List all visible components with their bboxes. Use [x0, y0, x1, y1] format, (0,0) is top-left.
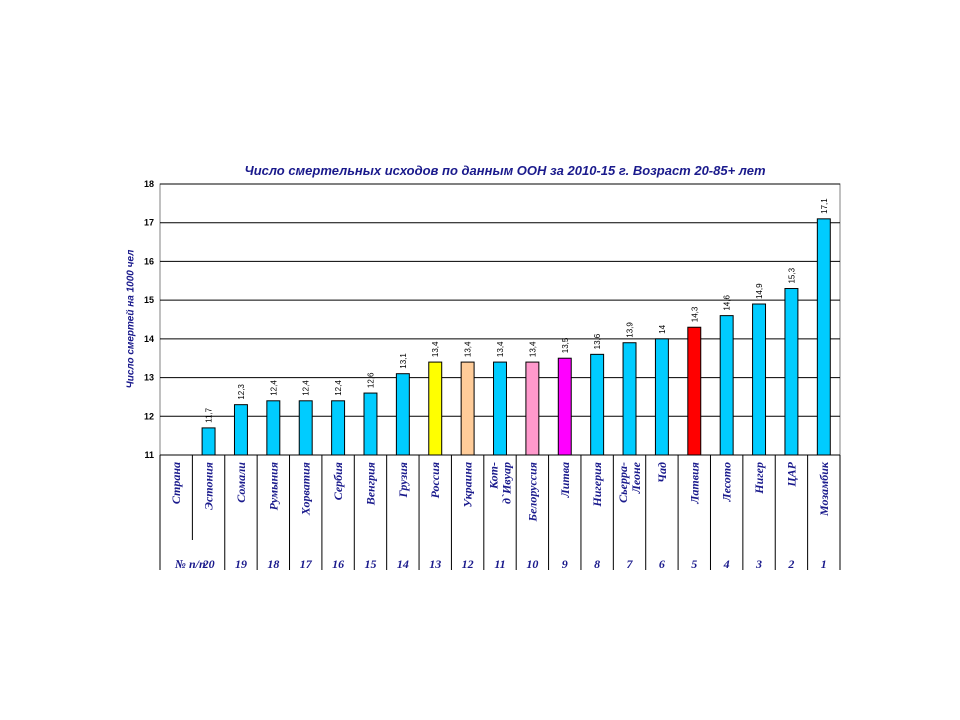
category-label: Украина — [461, 462, 475, 507]
data-label: 14,3 — [690, 306, 699, 322]
category-label: Мозамбик — [817, 461, 831, 517]
chart-title: Число смертельных исходов по данным ООН … — [244, 163, 766, 178]
bar — [816, 218, 831, 456]
data-label: 15,3 — [787, 267, 796, 283]
row-number: 11 — [494, 557, 505, 571]
bar — [298, 400, 313, 456]
bar — [622, 342, 637, 456]
row-number: 16 — [332, 557, 344, 571]
row-number: 14 — [397, 557, 409, 571]
bar — [266, 400, 281, 456]
category-label: Хорватия — [299, 462, 313, 516]
category-label: Грузия — [396, 462, 410, 498]
bar — [654, 338, 669, 456]
data-label: 13,4 — [496, 341, 505, 357]
bar — [201, 427, 216, 456]
data-label: 14,9 — [755, 283, 764, 299]
row-number: 8 — [594, 557, 600, 571]
category-label: Леоне — [629, 461, 643, 494]
table-header-country: Страна — [169, 462, 183, 504]
data-label: 13,6 — [593, 333, 602, 349]
data-label: 12,3 — [237, 384, 246, 400]
data-label: 13,1 — [399, 353, 408, 369]
category-label: Румыния — [266, 462, 280, 510]
row-number: 12 — [462, 557, 474, 571]
row-number: 1 — [821, 557, 827, 571]
data-label: 14 — [658, 324, 667, 333]
row-number: 5 — [691, 557, 697, 571]
bar — [752, 303, 767, 456]
category-label: Венгрия — [363, 462, 377, 506]
y-tick-label: 15 — [144, 295, 154, 305]
row-number: 3 — [755, 557, 762, 571]
category-label: Нигер — [752, 462, 766, 495]
bar — [233, 404, 248, 456]
bar — [493, 361, 507, 456]
bar — [428, 361, 443, 456]
category-label: Лесото — [720, 462, 734, 503]
row-number: 7 — [627, 557, 634, 571]
table-header-number: № п/п — [174, 557, 206, 571]
data-label: 13,4 — [528, 341, 537, 357]
data-label: 12,4 — [334, 380, 343, 396]
category-label: ЦАР — [784, 461, 798, 487]
bar — [557, 357, 572, 456]
category-label: Латвия — [687, 462, 701, 505]
row-number: 18 — [267, 557, 279, 571]
category-label: Чад — [655, 462, 669, 483]
row-number: 9 — [562, 557, 568, 571]
category-label: Кот- — [487, 462, 501, 490]
data-label: 12,6 — [366, 372, 375, 388]
data-label: 12,4 — [269, 380, 278, 396]
bars — [201, 218, 831, 456]
bar — [525, 361, 540, 456]
data-label: 12,4 — [302, 380, 311, 396]
bar — [784, 288, 799, 456]
data-label: 17,1 — [820, 198, 829, 214]
bar — [363, 392, 378, 456]
y-tick-label: 12 — [144, 411, 154, 421]
category-label: Белоруссия — [525, 462, 539, 522]
row-number: 19 — [235, 557, 247, 571]
bar — [687, 326, 702, 456]
y-tick-label: 11 — [144, 450, 154, 460]
y-tick-labels: 11 12 13 14 15 16 17 18 — [144, 179, 154, 460]
category-label: Эстония — [202, 462, 216, 510]
row-number: 6 — [659, 557, 665, 571]
category-label: Сербия — [331, 462, 345, 500]
y-tick-label: 18 — [144, 179, 154, 189]
row-number: 10 — [526, 557, 538, 571]
y-tick-label: 14 — [144, 334, 154, 344]
bar — [460, 361, 475, 456]
row-number: 13 — [429, 557, 441, 571]
category-label: Сьерра- — [616, 462, 630, 503]
data-label: 11,7 — [205, 407, 214, 423]
bar — [395, 373, 410, 456]
row-number: 15 — [364, 557, 376, 571]
row-number: 2 — [787, 557, 794, 571]
data-label: 13,9 — [626, 322, 635, 338]
data-label: 13,4 — [431, 341, 440, 357]
data-label: 14,6 — [723, 295, 732, 311]
row-number: 20 — [202, 557, 215, 571]
category-label: Сомали — [234, 462, 248, 503]
category-label: Россия — [428, 462, 442, 498]
y-tick-label: 17 — [144, 218, 154, 228]
bar — [719, 315, 734, 456]
row-number: 4 — [723, 557, 730, 571]
bar — [590, 353, 605, 456]
y-tick-label: 13 — [144, 373, 154, 383]
category-label: Нигерия — [590, 462, 604, 508]
data-label: 13,4 — [464, 341, 473, 357]
data-label: 13,5 — [561, 337, 570, 353]
bar — [331, 400, 346, 456]
row-number: 17 — [300, 557, 313, 571]
category-label: д`Ивуар — [500, 462, 514, 504]
category-label: Литва — [558, 462, 572, 499]
y-tick-label: 16 — [144, 256, 154, 266]
data-labels: 11,7 12,3 12,4 12,4 12,4 12,6 13,1 13,4 13,4 13,4… — [205, 198, 829, 423]
